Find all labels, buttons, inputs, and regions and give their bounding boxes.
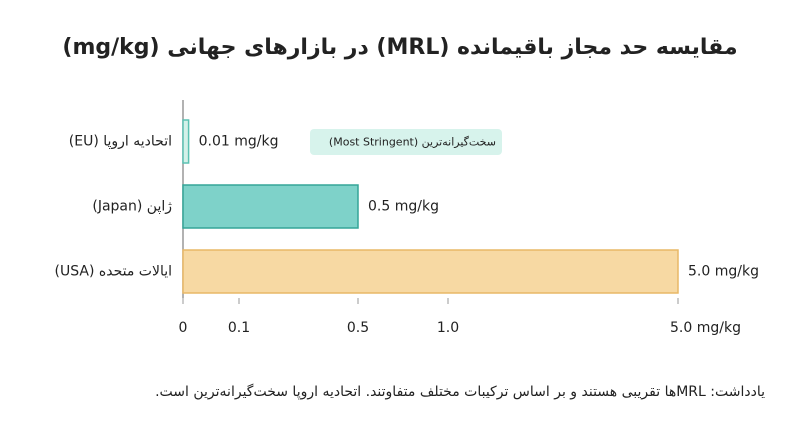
bar — [182, 184, 359, 229]
bar — [182, 249, 679, 294]
x-tick-label: 0.1 — [228, 320, 250, 336]
x-tick-label: 1.0 — [437, 320, 459, 336]
x-tick-label: 5.0 mg/kg — [670, 320, 741, 336]
category-label: اتحادیه اروپا (EU) — [69, 134, 172, 150]
annotation: سخت‌گیرانه‌ترین (Most Stringent) — [329, 136, 496, 149]
x-tick-label: 0 — [179, 320, 188, 336]
chart-title: مقایسه حد مجاز باقیمانده (MRL) در بازاره… — [62, 35, 737, 60]
value-label: 5.0 mg/kg — [688, 264, 759, 280]
footnote: یادداشت: MRLها تقریبی هستند و بر اساس تر… — [155, 383, 765, 400]
category-label: ایالات متحده (USA) — [55, 264, 172, 280]
x-tick-label: 0.5 — [347, 320, 369, 336]
annotation-badge — [310, 129, 502, 155]
value-label: 0.01 mg/kg — [199, 134, 279, 150]
category-label: ژاپن (Japan) — [92, 199, 172, 215]
bar — [182, 119, 190, 164]
value-label: 0.5 mg/kg — [368, 199, 439, 215]
